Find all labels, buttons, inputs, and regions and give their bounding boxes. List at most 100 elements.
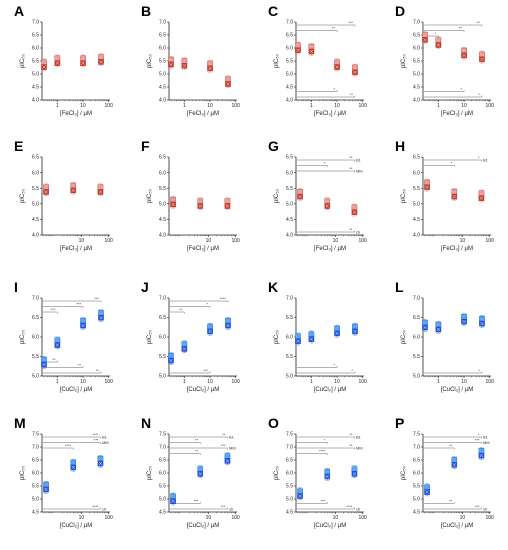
significance-label: **** — [319, 449, 326, 454]
data-point-cross — [452, 194, 457, 199]
significance-label: * — [478, 432, 480, 437]
y-tick-label: 4.0 — [286, 233, 293, 239]
significance-label: * — [333, 363, 335, 368]
group-tag: B1 — [483, 157, 489, 162]
data-point-light — [224, 198, 231, 204]
y-tick-label: 5.5 — [159, 354, 166, 360]
y-tick-label: 6.5 — [286, 155, 293, 161]
x-tick-label: 1 — [56, 379, 59, 385]
data-point-cross — [325, 204, 330, 208]
y-tick-label: 4.5 — [159, 217, 166, 223]
y-tick-label: 4.5 — [413, 217, 420, 223]
y-tick-label: 5.5 — [413, 484, 420, 490]
x-tick-label: 100 — [358, 238, 367, 244]
data-point-light — [207, 60, 213, 67]
data-point-light — [352, 64, 358, 71]
data-point-light — [170, 196, 176, 203]
y-tick-label: 5.0 — [159, 374, 166, 380]
data-point-cross — [462, 319, 466, 324]
data-point-light — [97, 184, 104, 190]
x-axis-label: [FeCl₃] / µM — [187, 111, 219, 117]
data-point-light — [461, 314, 467, 320]
y-tick-label: 4.5 — [32, 217, 39, 223]
x-tick-label: 100 — [104, 515, 113, 521]
y-tick-label: 7.0 — [413, 296, 420, 302]
significance-label: ** — [222, 432, 226, 437]
y-axis-label: pIC₅₀ — [274, 465, 280, 480]
y-tick-label: 4.5 — [32, 85, 39, 91]
significance-label: *** — [475, 504, 480, 509]
data-point-cross — [309, 337, 314, 341]
x-axis-label: [CuCl₂] / µM — [187, 523, 219, 529]
data-point-light — [424, 179, 430, 186]
data-point-cross — [169, 62, 173, 67]
x-tick-label: 100 — [486, 379, 495, 385]
data-point-light — [478, 448, 485, 454]
y-tick-label: 4.0 — [32, 233, 39, 239]
x-tick-label: 100 — [232, 103, 241, 109]
y-tick-label: 5.5 — [32, 484, 39, 490]
data-point-light — [225, 317, 231, 324]
significance-label: ** — [449, 443, 453, 448]
y-tick-label: 4.0 — [413, 98, 420, 104]
significance-label: ** — [179, 307, 183, 312]
panel-b: B 4.0 4.5 5.0 5.5 6.0 6.5 7.0 1 10 100 [FeCl₃] / µM… — [141, 3, 240, 117]
group-tag: B1 — [483, 434, 489, 439]
data-point-light — [181, 58, 188, 64]
y-tick-label: 6.0 — [413, 335, 420, 341]
group-tag: ctr — [483, 506, 488, 511]
data-point-cross — [225, 204, 230, 208]
x-tick-label: 100 — [359, 379, 368, 385]
data-point-light — [98, 54, 104, 60]
x-tick-label: 100 — [359, 103, 368, 109]
x-axis-label: [CuCl₂] / µM — [60, 387, 92, 393]
y-tick-label: 4.5 — [413, 85, 420, 91]
y-tick-label: 7.0 — [413, 445, 420, 451]
data-point-cross — [462, 53, 466, 58]
y-tick-label: 4.5 — [159, 510, 166, 516]
group-tag: ctr — [356, 506, 361, 511]
data-point-cross — [452, 463, 457, 467]
data-point-cross — [425, 490, 429, 494]
panel-k: K 5.0 5.5 6.0 6.5 7.0 1 10 100 [CuCl₂] / µM pIC₅₀ *… — [268, 279, 367, 393]
y-tick-label: 6.0 — [159, 335, 166, 341]
y-tick-label: 5.0 — [286, 202, 293, 208]
panel-letter: F — [141, 138, 150, 154]
y-tick-label: 4.5 — [286, 217, 293, 223]
significance-label: *** — [321, 499, 326, 504]
y-tick-label: 6.0 — [159, 170, 166, 176]
data-point-light — [197, 198, 204, 204]
panel-letter: B — [141, 3, 151, 19]
significance-label: * — [435, 31, 437, 36]
data-point-cross — [81, 61, 85, 65]
y-tick-label: 7.0 — [286, 445, 293, 451]
x-tick-label: 10 — [461, 103, 467, 109]
x-tick-label: 10 — [460, 515, 466, 521]
y-axis-label: pIC₅₀ — [147, 53, 153, 68]
data-point-cross — [42, 65, 46, 69]
significance-label: * — [324, 161, 326, 166]
data-point-light — [461, 47, 467, 54]
y-tick-label: 6.5 — [413, 33, 420, 39]
panel-a: A 4.0 4.5 5.0 5.5 6.0 6.5 7.0 1 10 100 [FeCl₃] / µM… — [14, 3, 113, 117]
y-tick-label: 5.5 — [32, 354, 39, 360]
data-point-light — [41, 59, 47, 66]
data-point-cross — [480, 321, 484, 326]
y-tick-label: 5.0 — [286, 72, 293, 78]
panel-letter: O — [268, 415, 279, 431]
data-point-light — [80, 317, 86, 324]
data-point-light — [168, 353, 174, 359]
y-tick-label: 5.0 — [32, 72, 39, 78]
y-tick-label: 5.0 — [159, 72, 166, 78]
significance-label: ** — [459, 26, 463, 31]
data-point-cross — [296, 339, 300, 343]
data-point-cross — [198, 472, 203, 476]
data-point-cross — [55, 343, 60, 347]
significance-label: ** — [349, 166, 353, 171]
data-point-cross — [353, 70, 357, 75]
data-point-light — [324, 198, 331, 204]
data-point-light — [295, 333, 301, 340]
x-tick-label: 1 — [56, 103, 59, 109]
panel-letter: E — [14, 138, 23, 154]
